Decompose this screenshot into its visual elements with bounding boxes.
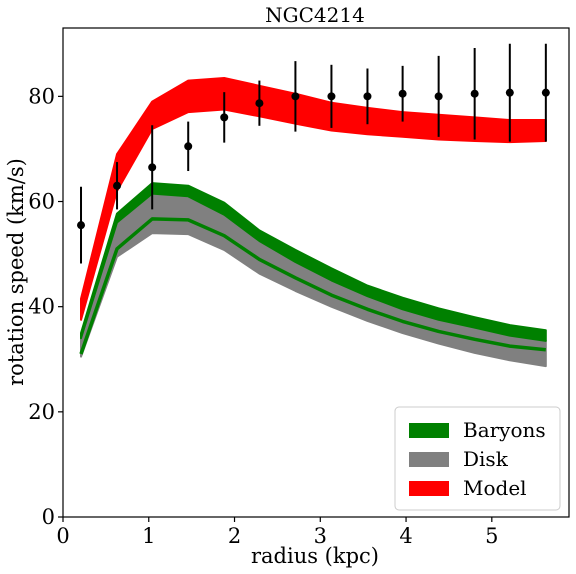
data-point — [184, 142, 193, 151]
data-point — [327, 92, 336, 101]
axis-ticks: 0 1 2 3 4 5 0 20 40 60 80 — [28, 84, 498, 548]
data-point — [363, 92, 372, 101]
legend-label-model: Model — [463, 476, 527, 500]
legend-label-baryons: Baryons — [463, 418, 546, 442]
data-point — [148, 163, 157, 172]
x-tick-label: 0 — [56, 524, 69, 548]
data-point — [541, 88, 550, 97]
y-tick-label: 80 — [28, 84, 55, 108]
y-tick-label: 60 — [28, 190, 55, 214]
data-point — [77, 221, 86, 230]
x-tick-label: 4 — [399, 524, 412, 548]
y-tick-label: 40 — [28, 295, 55, 319]
data-point — [434, 92, 443, 101]
data-point — [255, 99, 264, 108]
y-tick-label: 0 — [42, 505, 55, 529]
legend-swatch-model — [409, 481, 449, 496]
data-point — [398, 89, 407, 98]
data-point — [220, 113, 229, 122]
y-tick-label: 20 — [28, 400, 55, 424]
x-axis-label: radius (kpc) — [251, 544, 379, 568]
x-tick-label: 3 — [314, 524, 327, 548]
data-point — [113, 181, 122, 190]
data-point — [470, 89, 479, 98]
legend-swatch-baryons — [409, 423, 449, 438]
x-tick-label: 5 — [485, 524, 498, 548]
y-axis-label: rotation speed (km/s) — [4, 158, 28, 386]
legend: Baryons Disk Model — [394, 406, 561, 511]
plot-area — [77, 43, 550, 368]
data-point — [505, 88, 514, 97]
legend-label-disk: Disk — [463, 447, 509, 471]
series-line-0 — [79, 217, 546, 355]
x-tick-label: 1 — [142, 524, 155, 548]
axes-frame — [62, 27, 570, 518]
legend-swatch-disk — [409, 452, 449, 467]
band-baryons — [80, 182, 547, 342]
data-point — [291, 92, 300, 101]
chart-title: NGC4214 — [265, 3, 365, 27]
x-tick-label: 2 — [228, 524, 241, 548]
